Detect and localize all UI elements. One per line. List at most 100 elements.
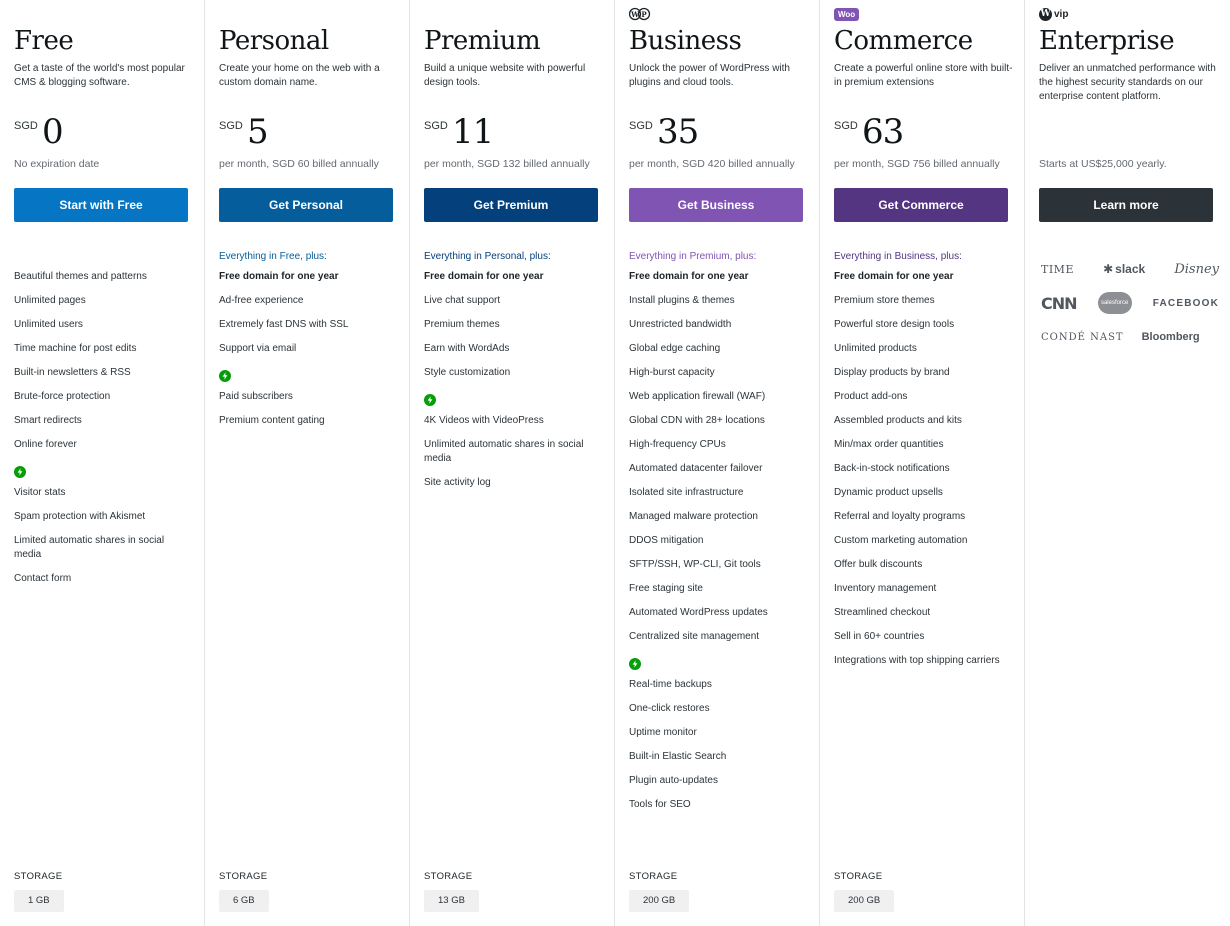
plan-name: Personal — [219, 26, 329, 56]
feature-item: Unrestricted bandwidth — [629, 319, 732, 330]
logo-row: TIME ✱ slack Disney — [1041, 252, 1219, 286]
feature-item: Extremely fast DNS with SSL — [219, 319, 349, 330]
get-personal-button[interactable]: Get Personal — [219, 188, 393, 222]
plan-column-personal: Personal Create your home on the web with… — [205, 0, 410, 926]
price-amount: 0 — [42, 112, 64, 152]
billing-info: per month, SGD 132 billed annually — [424, 158, 590, 170]
feature-item: Offer bulk discounts — [834, 559, 923, 570]
storage-badge: 200 GB — [834, 890, 895, 912]
feature-item: Display products by brand — [834, 367, 950, 378]
feature-item: Unlimited users — [14, 319, 83, 330]
price-amount: 63 — [862, 112, 904, 152]
facebook-logo: FACEBOOK — [1152, 297, 1219, 309]
wordpress-icon: W — [1039, 7, 1052, 21]
feature-item: Style customization — [424, 367, 511, 378]
plan-name: Business — [629, 26, 742, 56]
plan-column-premium: Premium Build a unique website with power… — [410, 0, 615, 926]
svg-text:P: P — [641, 10, 647, 19]
billing-info: No expiration date — [14, 158, 100, 170]
feature-list: Free domain for one year Live chat suppor… — [424, 270, 604, 500]
feature-item: Referral and loyalty programs — [834, 511, 966, 522]
storage-label: STORAGE — [424, 871, 473, 882]
jetpack-bolt-icon — [14, 466, 26, 478]
price-currency: SGD — [834, 120, 858, 132]
feature-item: Live chat support — [424, 295, 501, 306]
storage-label: STORAGE — [629, 871, 678, 882]
start-with-free-button[interactable]: Start with Free — [14, 188, 188, 222]
feature-item: Unlimited pages — [14, 295, 86, 306]
price-currency: SGD — [629, 120, 653, 132]
feature-item: Premium themes — [424, 319, 500, 330]
plan-column-business: W P Business Unlock the power of WordPress … — [615, 0, 820, 926]
time-logo: TIME — [1041, 262, 1074, 276]
feature-item: Built-in newsletters & RSS — [14, 367, 131, 378]
storage-label: STORAGE — [219, 871, 268, 882]
feature-list: Free domain for one year Install plugins … — [629, 270, 809, 822]
feature-item: Real-time backups — [629, 679, 712, 690]
billing-info: per month, SGD 756 billed annually — [834, 158, 1000, 170]
cond-nast-logo: CONDÉ NAST — [1041, 331, 1124, 343]
feature-item: Sell in 60+ countries — [834, 631, 925, 642]
feature-item: Centralized site management — [629, 631, 760, 642]
feature-list: Free domain for one year Ad-free experien… — [219, 270, 399, 438]
feature-item: Uptime monitor — [629, 727, 697, 738]
feature-item: Back-in-stock notifications — [834, 463, 950, 474]
feature-item: Powerful store design tools — [834, 319, 955, 330]
plan-tagline: Get a taste of the world's most popular … — [14, 63, 185, 88]
plan-name: Enterprise — [1039, 26, 1175, 56]
plan-name: Commerce — [834, 26, 973, 56]
get-premium-button[interactable]: Get Premium — [424, 188, 598, 222]
plan-name: Free — [14, 26, 74, 56]
storage-badge: 6 GB — [219, 890, 269, 912]
plan-column-free: Free Get a taste of the world's most popu… — [0, 0, 205, 926]
get-business-button[interactable]: Get Business — [629, 188, 803, 222]
plan-tagline: Deliver an unmatched performance with th… — [1039, 63, 1216, 102]
feature-item: Global CDN with 28+ locations — [629, 415, 765, 426]
feature-item: Free staging site — [629, 583, 703, 594]
feature-item: Free domain for one year — [219, 271, 339, 282]
price-amount: 35 — [657, 112, 699, 152]
feature-item: Paid subscribers — [219, 391, 293, 402]
feature-item: Free domain for one year — [424, 271, 544, 282]
feature-item: Online forever — [14, 439, 77, 450]
learn-more-button[interactable]: Learn more — [1039, 188, 1213, 222]
plan-tagline: Create your home on the web with a custo… — [219, 63, 380, 88]
logo-row: CONDÉ NAST Bloomberg — [1041, 320, 1219, 354]
plan-tagline: Build a unique website with powerful des… — [424, 63, 586, 88]
feature-item: Earn with WordAds — [424, 343, 510, 354]
feature-item: Limited automatic shares in social media — [14, 535, 165, 560]
everything-plus-label: Everything in Premium, plus: — [629, 251, 757, 262]
feature-item: Premium store themes — [834, 295, 935, 306]
feature-item: Ad-free experience — [219, 295, 304, 306]
get-commerce-button[interactable]: Get Commerce — [834, 188, 1008, 222]
feature-item: Dynamic product upsells — [834, 487, 943, 498]
feature-item: Free domain for one year — [834, 271, 954, 282]
storage-badge: 200 GB — [629, 890, 690, 912]
logo-row: CNN salesforce FACEBOOK — [1041, 286, 1219, 320]
everything-plus-label: Everything in Personal, plus: — [424, 251, 551, 262]
feature-item: Unlimited automatic shares in social med… — [424, 439, 584, 464]
feature-item: Support via email — [219, 343, 297, 354]
everything-plus-label: Everything in Business, plus: — [834, 251, 962, 262]
feature-item: Visitor stats — [14, 487, 66, 498]
feature-item: Product add-ons — [834, 391, 908, 402]
woo-logo: Woo — [834, 6, 860, 22]
enterprise-customer-logos: TIME ✱ slack Disney CNN salesforce FACEBOOK CON… — [1041, 252, 1219, 354]
feature-item: Global edge caching — [629, 343, 721, 354]
plan-column-commerce: Woo Commerce Create a powerful online stor… — [820, 0, 1025, 926]
feature-item: Premium content gating — [219, 415, 325, 426]
feature-item: Min/max order quantities — [834, 439, 944, 450]
feature-item: Automated datacenter failover — [629, 463, 763, 474]
feature-item: Automated WordPress updates — [629, 607, 768, 618]
feature-item: Streamlined checkout — [834, 607, 931, 618]
vip-text: vip — [1054, 8, 1069, 20]
jetpack-bolt-icon — [219, 370, 231, 382]
price-currency: SGD — [219, 120, 243, 132]
feature-item: Web application firewall (WAF) — [629, 391, 766, 402]
storage-label: STORAGE — [14, 871, 63, 882]
feature-item: Integrations with top shipping carriers — [834, 655, 1000, 666]
feature-item: Brute-force protection — [14, 391, 111, 402]
